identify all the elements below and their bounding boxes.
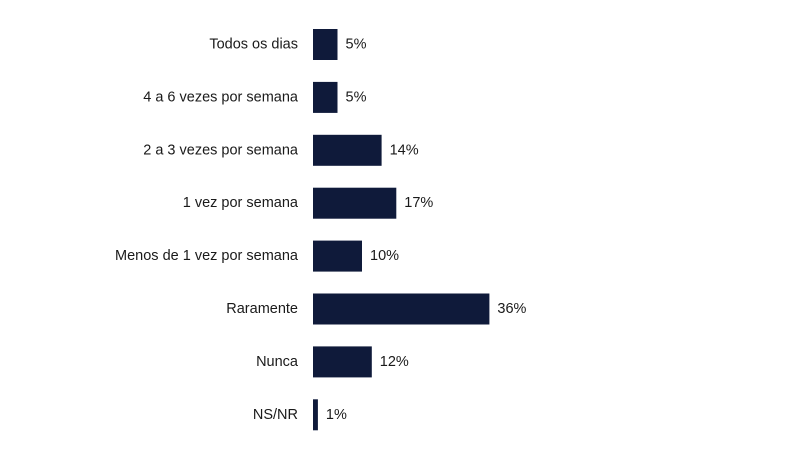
value-label: 5% [346,89,367,105]
value-label: 36% [497,301,526,317]
bars-group [313,29,490,431]
category-label: NS/NR [253,407,298,423]
value-label: 14% [390,142,419,158]
category-label: 2 a 3 vezes por semana [143,142,299,158]
value-label: 12% [380,354,409,370]
bar-2 [313,134,382,166]
bar-1 [313,81,338,113]
category-label: Raramente [226,301,298,317]
category-label: Todos os dias [209,37,298,53]
value-labels: 5% 5% 14% 17% 10% 36% 12% 1% [326,37,527,423]
category-label: Menos de 1 vez por semana [115,248,299,264]
bar-4 [313,240,362,272]
category-label: 1 vez por semana [183,195,299,211]
category-label: Nunca [256,354,299,370]
category-labels: Todos os dias 4 a 6 vezes por semana 2 a 3… [115,37,299,423]
bar-3 [313,187,397,219]
value-label: 10% [370,248,399,264]
bar-5 [313,293,490,325]
bar-0 [313,29,338,60]
value-label: 17% [404,195,433,211]
bar-7 [313,399,318,431]
value-label: 5% [346,37,367,53]
category-label: 4 a 6 vezes por semana [143,89,299,105]
bar-6 [313,346,372,378]
value-label: 1% [326,407,347,423]
